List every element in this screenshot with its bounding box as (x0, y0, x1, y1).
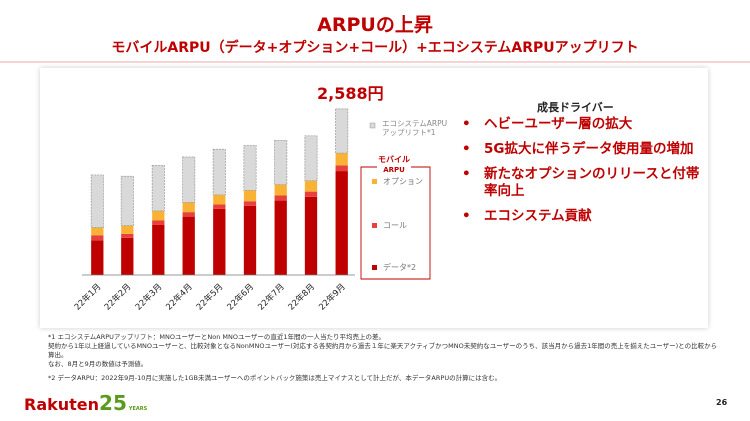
bar-segment-call (121, 233, 134, 238)
bar-segment-eco (274, 139, 288, 185)
bullet-icon: • (462, 166, 471, 182)
bar-segment-eco (212, 148, 226, 196)
bar-segment-option (121, 225, 134, 234)
bar-segment-data (182, 216, 195, 275)
bar-segment-eco (90, 174, 104, 228)
legend-label-call: コール (383, 221, 407, 230)
legend-swatch-call (372, 223, 377, 228)
bar-segment-call (335, 165, 348, 172)
x-tick-label: 22年7月 (256, 281, 287, 312)
footnotes: *1 エコシステムARPUアップリフト：MNOユーザーとNon MNOユーザーの… (48, 333, 718, 383)
legend-group-label-2: ARPU (383, 166, 405, 174)
legend-swatch-eco (369, 122, 376, 129)
bar-segment-call (274, 195, 287, 201)
total-annotation: 2,588円 (317, 84, 384, 103)
drivers-list: • ヘビーユーザー層の拡大 • 5G拡大に伴うデータ使用量の増加 • 新たなオプション… (460, 116, 710, 233)
bar-segment-data (304, 196, 318, 275)
bar-segment-data (213, 208, 226, 275)
x-tick-label: 22年9月 (317, 281, 348, 312)
bar-segment-option (274, 184, 287, 196)
content-panel: 22年1月 22年2月 22年3月 22年4月 22年5月 22年6月 22年7月 22年8月… (40, 68, 708, 328)
bar-segment-call (152, 220, 165, 225)
x-tick-label: 22年5月 (194, 281, 225, 312)
x-tick-label: 22年3月 (133, 281, 164, 312)
footnote-1b: 契約から1年以上経過しているMNOユーザーと、比較対象となるNonMNOユーザー… (48, 342, 718, 359)
x-tick-label: 22年1月 (72, 281, 103, 312)
bullet-icon: • (462, 141, 471, 157)
legend-label-option: オプション (383, 177, 423, 186)
legend-swatch-option (372, 179, 377, 184)
driver-item: • 新たなオプションのリリースと付帯率向上 (460, 166, 710, 200)
legend-label-eco: エコシステムARPU (382, 119, 447, 128)
bar-segment-eco (151, 164, 165, 212)
footnote-1c: なお、8月と9月の数値は予測値。 (48, 360, 148, 368)
bar-segment-call (243, 201, 257, 206)
bar-segment-eco (120, 175, 134, 226)
bar-segment-eco (335, 108, 349, 154)
bar-segment-eco (182, 156, 196, 203)
bar-segment-data (335, 171, 348, 275)
bar-segment-option (152, 210, 165, 221)
bar-segment-call (91, 235, 104, 241)
bar-segment-data (274, 200, 287, 275)
bar-segment-option (304, 180, 318, 192)
page-title: ARPUの上昇 (317, 14, 433, 36)
driver-item: • 5G拡大に伴うデータ使用量の増加 (460, 141, 710, 158)
bar-segment-data (243, 205, 257, 275)
driver-item: • ヘビーユーザー層の拡大 (460, 116, 710, 133)
bar-segment-data (121, 237, 134, 275)
rakuten-25-logo: Rakuten25 YEARS (24, 391, 147, 421)
driver-text: 新たなオプションのリリースと付帯率向上 (484, 166, 700, 199)
bar-segment-eco (304, 135, 318, 182)
bar-segment-eco (243, 145, 257, 191)
bar-segment-call (213, 204, 226, 209)
legend-bracket (360, 166, 431, 280)
logo-sub: YEARS (128, 406, 148, 412)
x-tick-label: 22年6月 (225, 281, 256, 312)
bar-segment-data (152, 224, 165, 275)
legend-label-eco-2: アップリフト*1 (382, 128, 436, 137)
legend-group-label: モバイル (378, 155, 410, 164)
driver-text: ヘビーユーザー層の拡大 (484, 116, 633, 132)
driver-text: 5G拡大に伴うデータ使用量の増加 (484, 141, 694, 157)
drivers-title: 成長ドライバー (537, 101, 614, 114)
footnote-2: *2 データARPU：2022年9月-10月に実施した1GB未満ユーザーへのポイ… (48, 374, 502, 382)
driver-text: エコシステム貢献 (484, 208, 592, 224)
bullet-icon: • (462, 116, 471, 132)
page-subtitle: モバイルARPU（データ+オプション+コール）+エコシステムARPUアップリフト (111, 40, 639, 56)
bar-segment-option (91, 227, 104, 236)
logo-number: 25 (99, 391, 127, 415)
x-tick-label: 22年4月 (164, 281, 195, 312)
bar-segment-call (304, 191, 318, 197)
logo-text: Rakuten (24, 395, 100, 414)
bar-segment-option (335, 153, 348, 166)
page-number: 26 (716, 398, 728, 407)
bullet-icon: • (462, 208, 471, 224)
bar-segment-option (213, 194, 226, 205)
legend-swatch-data (372, 265, 377, 270)
bar-segment-option (243, 190, 257, 202)
bar-segment-call (182, 212, 195, 217)
title-divider (0, 61, 750, 63)
driver-item: • エコシステム貢献 (460, 208, 710, 225)
x-tick-label: 22年2月 (102, 281, 133, 312)
stacked-bar-chart: 22年1月 22年2月 22年3月 22年4月 22年5月 22年6月 22年7月 22年8月… (72, 108, 447, 313)
footnote-1a: *1 エコシステムARPUアップリフト：MNOユーザーとNon MNOユーザーの… (48, 333, 385, 341)
bar-segment-option (182, 202, 195, 213)
legend-label-data: データ*2 (383, 262, 416, 272)
x-tick-label: 22年8月 (286, 281, 317, 312)
bar-segment-data (91, 240, 104, 275)
